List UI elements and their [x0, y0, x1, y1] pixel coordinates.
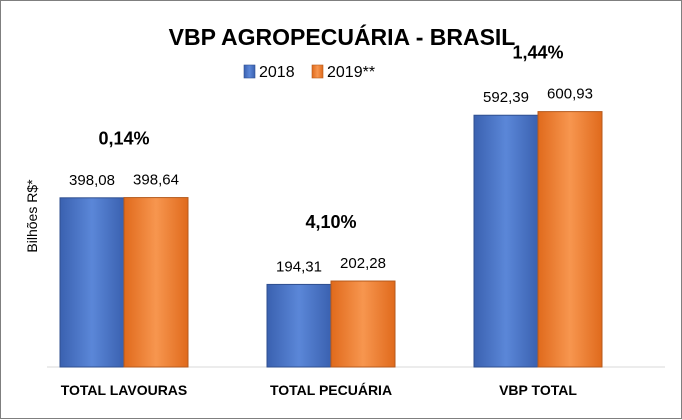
legend: 2018 2019**: [243, 64, 375, 81]
value-label-2018-2: 194,31: [276, 258, 322, 275]
change-annotation-3: 1,44%: [512, 43, 563, 63]
bar-2018-1: [59, 197, 125, 368]
bar-2018-3: [473, 114, 539, 368]
legend-label-2018: 2018: [259, 64, 295, 81]
bars-layer: [59, 111, 603, 368]
value-label-2018-1: 398,08: [69, 172, 115, 189]
value-label-2019-3: 600,93: [547, 86, 593, 103]
value-label-2019-1: 398,64: [133, 172, 179, 189]
category-label-3: VBP TOTAL: [499, 382, 577, 398]
change-annotation-2: 4,10%: [305, 212, 356, 232]
bar-2019-1: [123, 197, 189, 368]
bar-2019-3: [537, 111, 603, 368]
change-annotation-1: 0,14%: [98, 129, 149, 149]
y-axis-label: Bilhões R$*: [24, 179, 40, 253]
value-label-2018-3: 592,39: [483, 89, 529, 106]
bar-2019-2: [330, 280, 396, 368]
category-label-2: TOTAL PECUÁRIA: [270, 382, 392, 398]
legend-label-2019: 2019**: [327, 64, 375, 81]
category-label-1: TOTAL LAVOURAS: [61, 382, 188, 398]
chart-title: VBP AGROPECUÁRIA - BRASIL: [169, 23, 516, 50]
value-label-2019-2: 202,28: [340, 255, 386, 272]
legend-swatch-2019: [311, 64, 324, 79]
legend-swatch-2018: [243, 64, 256, 79]
bar-2018-2: [266, 283, 332, 368]
labels-layer: 398,08 398,64 0,14% TOTAL LAVOURAS 194,31 202…: [61, 43, 593, 398]
